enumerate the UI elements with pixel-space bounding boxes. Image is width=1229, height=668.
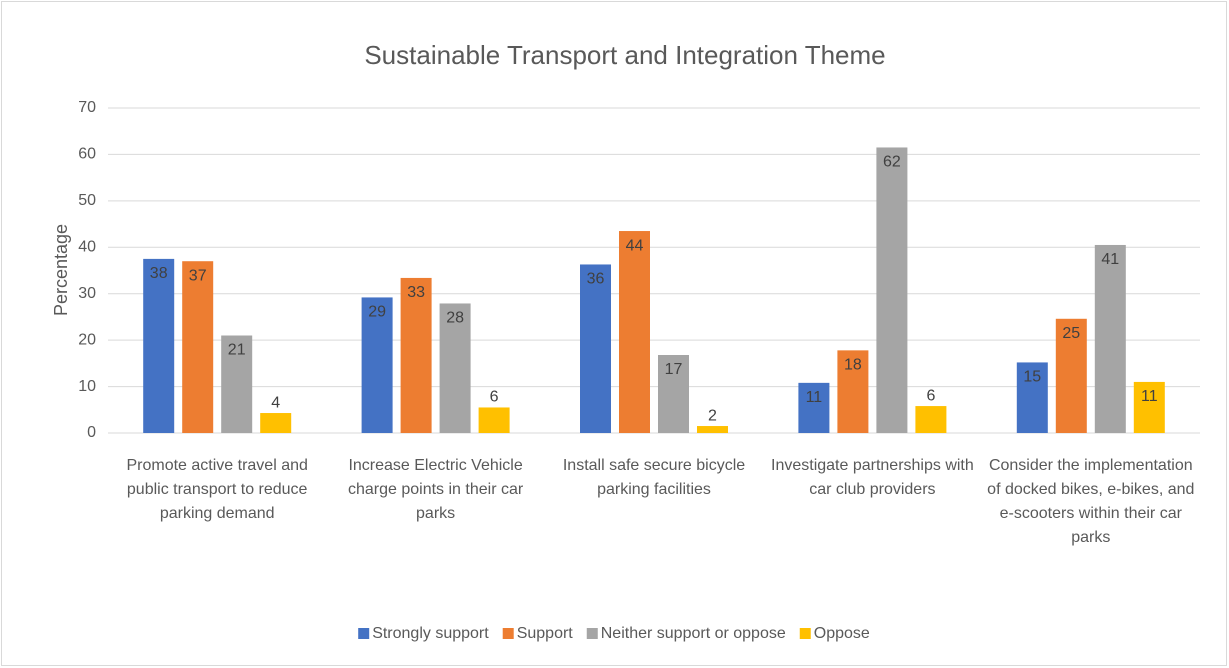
data-label: 17	[665, 361, 683, 378]
bar	[182, 261, 214, 433]
y-tick-label: 40	[78, 239, 96, 256]
bar	[580, 264, 611, 433]
legend-swatch	[799, 628, 811, 639]
y-tick-label: 30	[78, 285, 96, 302]
bar	[361, 297, 393, 433]
data-label: 38	[150, 265, 168, 282]
data-label: 2	[708, 407, 717, 424]
data-label: 36	[587, 271, 605, 288]
data-label: 41	[1101, 251, 1119, 268]
x-tick-label: Install safe secure bicycle parking faci…	[562, 457, 746, 498]
data-label: 6	[490, 389, 499, 406]
bar	[876, 147, 908, 433]
x-tick-label: Consider the implementation of docked bi…	[987, 457, 1195, 546]
legend-label: Strongly support	[372, 625, 489, 642]
bar	[697, 426, 728, 433]
data-label: 21	[228, 342, 246, 359]
legend-swatch	[586, 628, 598, 639]
y-tick-label: 60	[78, 146, 96, 163]
data-label: 62	[883, 154, 901, 171]
data-label: 25	[1062, 325, 1080, 342]
bar	[143, 258, 175, 433]
data-label: 37	[189, 267, 207, 284]
data-label: 18	[844, 357, 862, 374]
bar	[619, 231, 650, 433]
data-label: 28	[446, 310, 464, 327]
bar	[400, 277, 432, 433]
bar	[1016, 362, 1048, 433]
data-label: 11	[806, 389, 823, 406]
y-tick-label: 0	[87, 424, 96, 441]
data-label: 11	[1141, 388, 1158, 405]
data-label: 29	[368, 304, 386, 321]
chart-title: Sustainable Transport and Integration Th…	[364, 40, 885, 70]
data-label: 44	[626, 237, 644, 254]
x-tick-label: Investigate partnerships with car club p…	[771, 457, 974, 498]
bar	[478, 407, 510, 433]
data-label: 15	[1023, 369, 1041, 386]
y-tick-label: 10	[78, 378, 96, 395]
y-axis-label: Percentage	[51, 224, 71, 316]
bar	[1133, 381, 1165, 433]
y-tick-label: 50	[78, 192, 96, 209]
bar	[221, 335, 253, 433]
data-label: 33	[407, 284, 425, 301]
bar	[260, 413, 292, 433]
bar	[915, 406, 947, 433]
data-label: 6	[926, 387, 935, 404]
bar	[1094, 244, 1126, 433]
bar	[1055, 318, 1087, 433]
y-tick-label: 20	[78, 331, 96, 348]
bar	[837, 350, 869, 433]
legend-label: Neither support or oppose	[601, 625, 786, 642]
bar	[439, 303, 471, 433]
legend-label: Oppose	[814, 625, 870, 642]
x-tick-label: Increase Electric Vehicle charge points …	[347, 457, 524, 522]
legend-label: Support	[517, 625, 574, 642]
legend-swatch	[502, 628, 514, 639]
legend-swatch	[358, 628, 370, 639]
bar	[798, 382, 830, 433]
y-tick-label: 70	[78, 99, 96, 116]
bar	[658, 355, 689, 433]
x-tick-label: Promote active travel and public transpo…	[126, 457, 308, 522]
data-label: 4	[271, 394, 280, 411]
